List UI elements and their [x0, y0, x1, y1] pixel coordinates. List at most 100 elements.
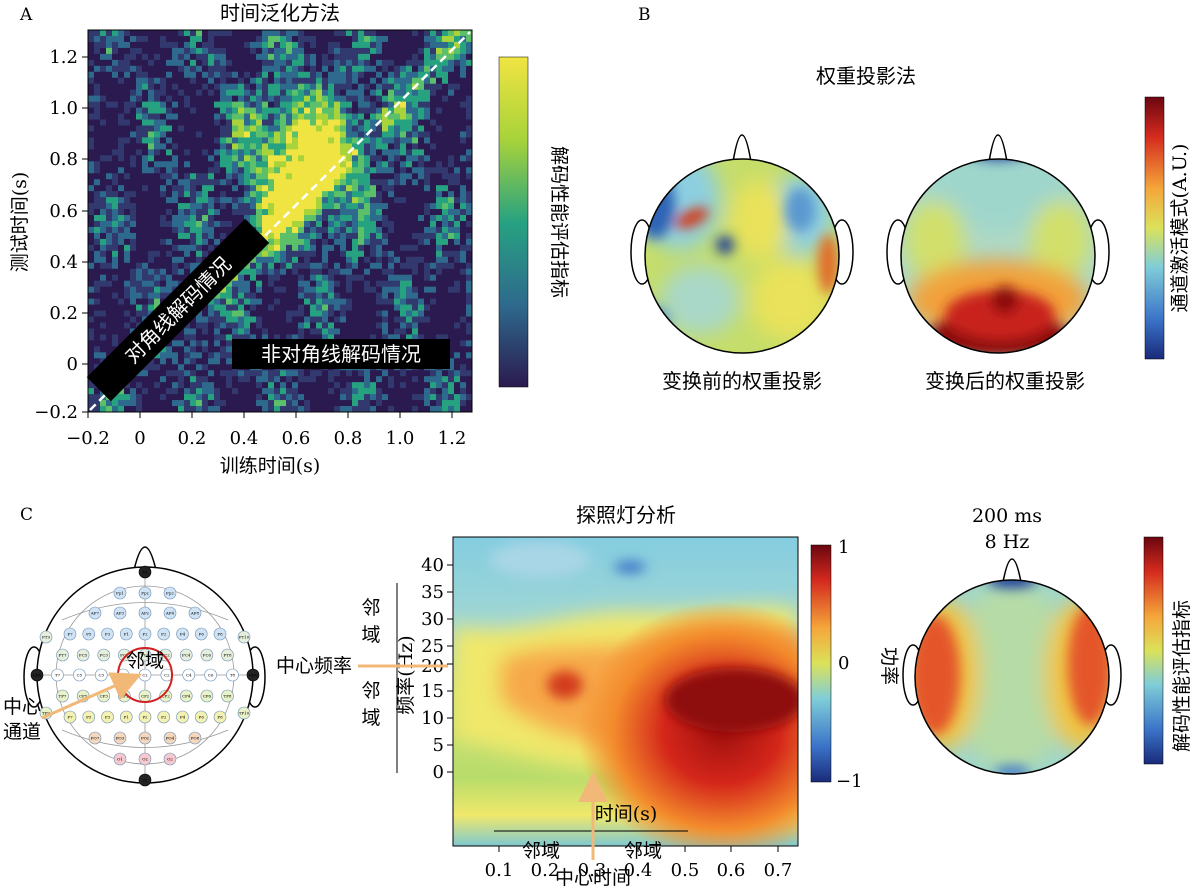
- electrode-po4: [163, 731, 177, 745]
- tf-colorbar: [810, 544, 832, 783]
- electrode-c5: [73, 668, 86, 682]
- electrode-poz: [138, 731, 152, 745]
- electrode-cp4: [179, 689, 193, 703]
- svg-text:0.3: 0.3: [578, 860, 607, 881]
- electrode-label: TP9: [42, 711, 50, 716]
- panel-a-y-axis: 1.2 1.0 0.8 0.6 0.4 0.2 0 −0.2: [34, 47, 78, 423]
- electrode-fc3: [97, 648, 111, 662]
- electrode-label: F7: [67, 632, 73, 637]
- svg-text:15: 15: [421, 681, 444, 702]
- tf-y-axis: 40 35 30 25 20 15 10 5 0: [421, 555, 444, 783]
- electrode-p1: [119, 710, 133, 724]
- electrode-label: CP6: [203, 694, 212, 699]
- electrode-label: AF7: [90, 611, 100, 616]
- topo-freq-label: 8 Hz: [985, 531, 1030, 553]
- electrode-label: F4: [180, 632, 186, 637]
- electrode-label: PO7: [91, 736, 100, 741]
- panel-a-letter: A: [19, 5, 33, 25]
- svg-text:0: 0: [67, 354, 78, 375]
- electrode-tp10: [237, 706, 251, 720]
- panel-b: B 权重投影法: [630, 5, 1191, 393]
- electrode-lpa: [30, 668, 44, 682]
- electrode-c4: [182, 668, 196, 682]
- svg-text:−1: −1: [836, 771, 863, 792]
- svg-text:0.6: 0.6: [717, 860, 746, 881]
- svg-text:1: 1: [838, 537, 849, 558]
- svg-text:0.4: 0.4: [624, 860, 653, 881]
- electrode-label: F6: [199, 632, 205, 637]
- after-label: 变换后的权重投影: [925, 369, 1085, 393]
- electrode-label: Oz: [142, 757, 147, 762]
- svg-text:1.0: 1.0: [386, 428, 415, 449]
- electrode-fp1: [113, 586, 127, 600]
- freq-neighborhood-bot-1: 邻: [361, 680, 380, 702]
- electrode-c3: [94, 668, 108, 682]
- svg-text:1.2: 1.2: [49, 47, 78, 68]
- electrode-label: C1: [120, 673, 126, 678]
- electrode-f6: [194, 627, 208, 641]
- center-channel-label-2: 通道: [3, 721, 41, 743]
- electrode-f2: [157, 627, 171, 641]
- freq-neighborhood-top-1: 邻: [361, 597, 380, 619]
- electrode-t7: [51, 668, 64, 682]
- electrode-label: O1: [117, 757, 123, 762]
- electrode-label: T7: [55, 673, 61, 678]
- electrode-label: TP7: [59, 694, 67, 699]
- electrode-af3: [113, 606, 127, 620]
- panel-c: C 探照灯分析 Fp1 Fpz Fp2 AF7 AF3 AFz AF4 AF8 F7 F5 F3 F1…: [3, 503, 1193, 889]
- svg-text:0.1: 0.1: [485, 860, 514, 881]
- electrode-label: C5: [77, 673, 83, 678]
- electrode-fz: [138, 627, 152, 641]
- panel-c-title: 探照灯分析: [576, 503, 676, 527]
- electrode-po7: [88, 731, 102, 745]
- svg-text:−0.2: −0.2: [34, 402, 78, 423]
- svg-text:0.2: 0.2: [178, 428, 207, 449]
- electrode-label: RPA: [249, 673, 257, 678]
- electrode-label: Fp2: [166, 591, 174, 596]
- electrode-pz: [138, 710, 152, 724]
- tf-x-axis: 0.1 0.2 0.3 0.4 0.5 0.6 0.7: [485, 860, 793, 881]
- electrode-p6: [194, 710, 208, 724]
- electrode-iz: [138, 773, 152, 787]
- svg-text:10: 10: [421, 708, 444, 729]
- electrode-label: F8: [217, 632, 223, 637]
- electrode-label: C4: [186, 673, 192, 678]
- electrode-label: F2: [161, 632, 167, 637]
- electrode-label: FT9: [42, 635, 50, 640]
- electrode-label: CP2: [161, 694, 170, 699]
- time-frequency-map: [453, 537, 798, 846]
- panel-c-letter: C: [20, 505, 33, 525]
- electrode-f1: [119, 627, 133, 641]
- svg-text:40: 40: [421, 555, 444, 576]
- panel-a-colorbar-label: 解码性能评估指标: [548, 146, 570, 298]
- electrode-f7: [63, 627, 77, 641]
- electrode-label: CP3: [100, 694, 109, 699]
- svg-text:0: 0: [433, 762, 444, 783]
- svg-text:0.5: 0.5: [671, 860, 700, 881]
- electrode-label: FC5: [79, 653, 88, 658]
- electrode-label: P3: [105, 715, 111, 720]
- freq-neighborhood-bot-2: 域: [361, 707, 380, 729]
- electrode-ft10: [237, 630, 251, 644]
- electrode-label: TP8: [224, 694, 232, 699]
- offdiagonal-label-box: [232, 339, 450, 369]
- electrode-po3: [113, 731, 127, 745]
- electrode-p5: [82, 710, 96, 724]
- electrode-tp7: [56, 689, 69, 703]
- electrode-af7: [88, 606, 102, 620]
- electrode-f5: [82, 627, 96, 641]
- svg-text:0.4: 0.4: [49, 252, 78, 273]
- panel-a: A 时间泛化方法 对角线解码情况 非对角线解码情况 −0.2 0 0.2 0.4…: [9, 1, 570, 477]
- neighborhood-label-head: 邻域: [126, 650, 164, 672]
- electrode-fc1: [118, 648, 131, 662]
- electrode-label: CPz: [141, 694, 149, 699]
- center-channel-label-1: 中心: [3, 696, 41, 718]
- electrode-label: C2: [164, 673, 170, 678]
- electrode-label: F3: [105, 632, 111, 637]
- electrode-label: AF4: [165, 611, 175, 616]
- electrode-label: P8: [217, 715, 223, 720]
- electrode-fp2: [163, 586, 177, 600]
- electrode-label: Fpz: [141, 591, 148, 596]
- panel-b-letter: B: [638, 5, 651, 25]
- electrode-fc4: [179, 648, 193, 662]
